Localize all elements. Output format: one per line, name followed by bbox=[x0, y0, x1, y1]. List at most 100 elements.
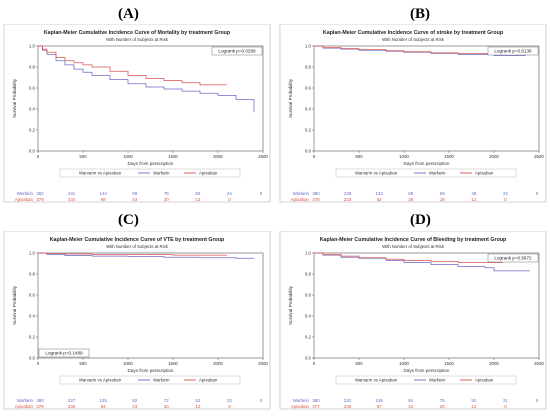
at-risk-count: 380 bbox=[36, 398, 44, 403]
at-risk-count: 12 bbox=[471, 197, 476, 202]
at-risk-count: 20 bbox=[440, 404, 445, 409]
at-risk-count: 378 bbox=[312, 197, 320, 202]
at-risk-count: 98 bbox=[101, 197, 106, 202]
y-tick-label: 0.2 bbox=[305, 128, 312, 133]
x-tick-label: 500 bbox=[79, 361, 87, 366]
at-risk-count: 82 bbox=[132, 398, 137, 403]
at-risk-count: 132 bbox=[375, 191, 383, 196]
x-tick-label: 1000 bbox=[399, 361, 409, 366]
km-curve-apixaban bbox=[38, 252, 227, 256]
x-axis-label: Days from perscription bbox=[404, 368, 450, 373]
chart-subtitle: With Number of Subjects at Risk bbox=[382, 37, 445, 42]
panel-frame bbox=[3, 230, 271, 410]
at-risk-count: 88 bbox=[408, 191, 413, 196]
y-tick-label: 1.0 bbox=[305, 44, 312, 49]
legend-box bbox=[59, 168, 241, 178]
at-risk-label: Warfarin bbox=[17, 398, 34, 403]
y-tick-label: 0.0 bbox=[305, 149, 312, 154]
y-axis-label: Survival Probability bbox=[288, 285, 293, 325]
y-tick-label: 0.4 bbox=[305, 107, 312, 112]
legend-title: Warvarin vs Apixaban bbox=[355, 171, 398, 176]
x-axis-label: Days from perscription bbox=[128, 161, 174, 166]
legend-entry: Apixaban bbox=[199, 171, 218, 176]
legend-box bbox=[335, 375, 517, 385]
at-risk-count: 12 bbox=[471, 404, 476, 409]
at-risk-count: 227 bbox=[68, 398, 76, 403]
plot-area bbox=[37, 45, 264, 152]
km-curve-apixaban bbox=[314, 45, 503, 54]
logrank-box bbox=[38, 348, 90, 358]
plot-area bbox=[37, 252, 264, 359]
logrank-text: Logrank p=0.5672 bbox=[494, 256, 532, 261]
x-tick-label: 0 bbox=[37, 154, 40, 159]
plot-area bbox=[313, 252, 540, 359]
x-tick-label: 1000 bbox=[123, 361, 133, 366]
legend-box bbox=[59, 375, 241, 385]
at-risk-count: 21 bbox=[503, 398, 508, 403]
at-risk-count: 22 bbox=[503, 191, 508, 196]
at-risk-count: 225 bbox=[344, 404, 352, 409]
x-tick-label: 2000 bbox=[489, 361, 499, 366]
at-risk-count: 20 bbox=[164, 197, 169, 202]
legend-entry: Warfarin bbox=[429, 171, 446, 176]
at-risk-count: 38 bbox=[408, 197, 413, 202]
at-risk-label: Warfarin bbox=[293, 398, 310, 403]
x-tick-label: 0 bbox=[37, 361, 40, 366]
x-tick-label: 2000 bbox=[489, 154, 499, 159]
km-panel: Kaplan-Meier Cumulative Incidence Curve … bbox=[276, 23, 550, 209]
at-risk-count: 379 bbox=[36, 197, 44, 202]
x-tick-label: 2500 bbox=[534, 361, 544, 366]
y-tick-label: 0.8 bbox=[305, 272, 312, 277]
chart-subtitle: With Number of Subjects at Risk bbox=[106, 37, 169, 42]
at-risk-count: 144 bbox=[99, 191, 107, 196]
x-tick-label: 500 bbox=[355, 361, 363, 366]
at-risk-count: 43 bbox=[132, 197, 137, 202]
y-tick-label: 1.0 bbox=[305, 251, 312, 256]
at-risk-count: 0 bbox=[260, 398, 263, 403]
at-risk-count: 87 bbox=[377, 404, 382, 409]
y-tick-label: 0.4 bbox=[305, 314, 312, 319]
at-risk-count: 229 bbox=[344, 191, 352, 196]
km-chart: Kaplan-Meier Cumulative Incidence Curve … bbox=[279, 230, 547, 410]
at-risk-label: Apixaban bbox=[291, 197, 310, 202]
at-risk-count: 230 bbox=[68, 404, 76, 409]
x-tick-label: 500 bbox=[355, 154, 363, 159]
at-risk-count: 380 bbox=[312, 398, 320, 403]
y-axis-label: Survival Probability bbox=[12, 285, 17, 325]
x-tick-label: 1500 bbox=[444, 154, 454, 159]
logrank-box bbox=[211, 46, 263, 56]
at-risk-count: 232 bbox=[344, 398, 352, 403]
at-risk-count: 48 bbox=[471, 191, 476, 196]
y-tick-label: 1.0 bbox=[29, 251, 36, 256]
at-risk-count: 91 bbox=[408, 398, 413, 403]
panel-frame bbox=[279, 230, 547, 410]
at-risk-label: Apixaban bbox=[15, 197, 34, 202]
legend-entry: Warfarin bbox=[153, 378, 170, 383]
at-risk-count: 0 bbox=[504, 404, 507, 409]
at-risk-count: 380 bbox=[312, 191, 320, 196]
chart-title: Kaplan-Meier Cumulative Incidence Curve … bbox=[323, 30, 504, 36]
y-axis-label: Survival Probability bbox=[288, 78, 293, 118]
at-risk-count: 79 bbox=[164, 191, 169, 196]
panel-letter: (D) bbox=[410, 212, 431, 228]
at-risk-count: 24 bbox=[227, 191, 232, 196]
at-risk-count: 82 bbox=[377, 197, 382, 202]
legend-entry: Warfarin bbox=[153, 171, 170, 176]
at-risk-count: 0 bbox=[228, 404, 231, 409]
chart-title: Kaplan-Meier Cumulative Incidence Curve … bbox=[50, 237, 225, 243]
x-tick-label: 2000 bbox=[213, 154, 223, 159]
at-risk-count: 241 bbox=[68, 191, 76, 196]
km-panel: Kaplan-Meier Cumulative Incidence Curve … bbox=[276, 230, 550, 416]
y-tick-label: 0.0 bbox=[29, 149, 36, 154]
logrank-text: Logrank p=0.6136 bbox=[494, 49, 532, 54]
chart-subtitle: With Number of Subjects at Risk bbox=[382, 244, 445, 249]
at-risk-count: 20 bbox=[164, 404, 169, 409]
x-axis-label: Days from perscription bbox=[128, 368, 174, 373]
panel-frame bbox=[279, 23, 547, 203]
at-risk-count: 98 bbox=[132, 191, 137, 196]
km-curve-warfarin bbox=[38, 252, 254, 259]
at-risk-count: 42 bbox=[408, 404, 413, 409]
km-chart: Kaplan-Meier Cumulative Incidence Curve … bbox=[3, 230, 271, 410]
legend-title: Warvarin vs Apixaban bbox=[79, 378, 122, 383]
at-risk-count: 72 bbox=[164, 398, 169, 403]
